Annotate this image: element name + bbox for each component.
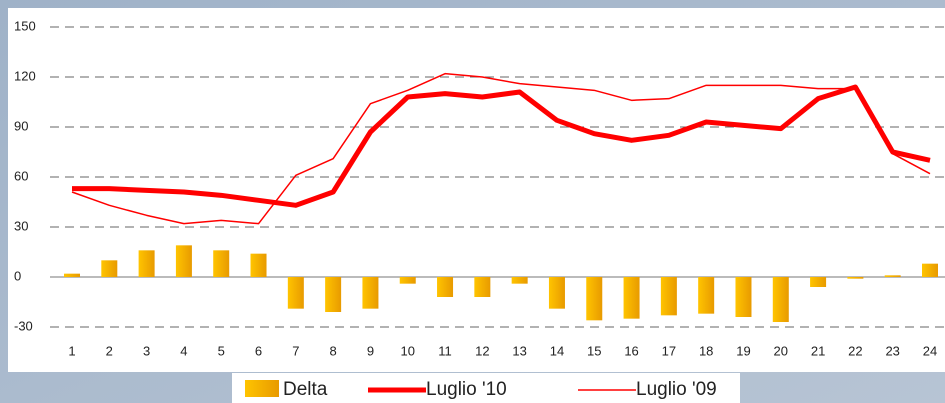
legend-label: Luglio '10 — [426, 379, 507, 400]
y-tick-label: 150 — [14, 18, 36, 33]
y-tick-label: 60 — [14, 168, 28, 183]
y-tick-label: 30 — [14, 218, 28, 233]
bar — [810, 277, 827, 287]
bar — [175, 245, 192, 277]
y-tick-label: 120 — [14, 68, 36, 83]
x-tick-label: 14 — [550, 343, 564, 358]
x-tick-label: 15 — [587, 343, 601, 358]
legend — [232, 373, 740, 403]
x-tick-label: 22 — [848, 343, 862, 358]
x-tick-label: 9 — [367, 343, 374, 358]
x-tick-label: 12 — [475, 343, 489, 358]
bar — [623, 277, 640, 319]
x-tick-label: 19 — [736, 343, 750, 358]
bar — [884, 275, 901, 277]
bar — [64, 273, 80, 277]
x-tick-label: 17 — [662, 343, 676, 358]
bar — [772, 277, 789, 322]
legend-label: Delta — [283, 379, 328, 400]
bar — [847, 277, 864, 279]
x-tick-label: 16 — [624, 343, 638, 358]
x-tick-label: 5 — [218, 343, 225, 358]
x-tick-label: 6 — [255, 343, 262, 358]
bar — [138, 250, 155, 277]
bar — [101, 260, 118, 277]
x-tick-label: 1 — [68, 343, 75, 358]
bar — [548, 277, 565, 309]
bar — [250, 253, 267, 277]
bar — [586, 277, 603, 321]
bar — [660, 277, 677, 316]
x-tick-label: 2 — [106, 343, 113, 358]
x-tick-label: 21 — [811, 343, 825, 358]
legend-swatch — [245, 380, 279, 397]
x-tick-label: 13 — [512, 343, 526, 358]
y-tick-label: 0 — [14, 268, 21, 283]
bar — [437, 277, 454, 297]
bar — [698, 277, 715, 314]
y-tick-label: 90 — [14, 118, 28, 133]
bar — [735, 277, 752, 317]
bar — [922, 263, 938, 277]
x-tick-label: 10 — [401, 343, 415, 358]
line — [71, 72, 931, 225]
x-tick-label: 24 — [923, 343, 937, 358]
x-tick-label: 8 — [330, 343, 337, 358]
bar — [325, 277, 342, 312]
bar — [474, 277, 491, 297]
bar — [511, 277, 528, 284]
bar — [287, 277, 304, 309]
x-tick-label: 4 — [180, 343, 187, 358]
x-tick-label: 7 — [292, 343, 299, 358]
x-tick-label: 20 — [774, 343, 788, 358]
line — [72, 84, 931, 208]
x-tick-label: 3 — [143, 343, 150, 358]
x-tick-label: 18 — [699, 343, 713, 358]
bar — [362, 277, 379, 309]
x-tick-label: 23 — [885, 343, 899, 358]
legend-label: Luglio '09 — [636, 379, 717, 400]
y-tick-label: -30 — [14, 318, 33, 333]
bar — [213, 250, 230, 277]
x-tick-label: 11 — [438, 343, 452, 358]
bar — [399, 277, 416, 284]
